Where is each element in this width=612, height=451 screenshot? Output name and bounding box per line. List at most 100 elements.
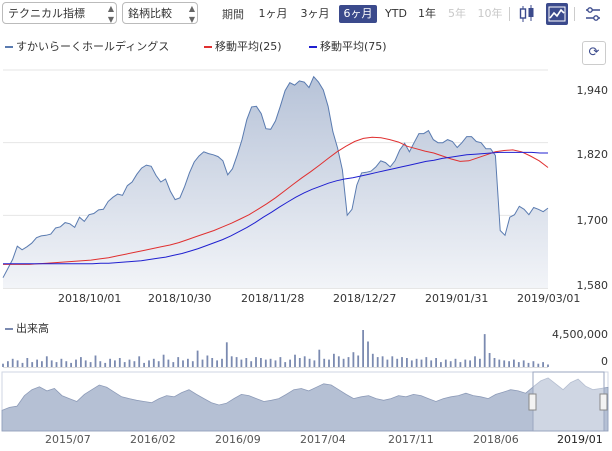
volume-bar [415,358,418,367]
volume-bar [75,359,77,367]
volume-bar [260,358,262,367]
period-ytd-button[interactable]: YTD [385,7,407,20]
volume-bar [498,359,501,367]
volume-legend: 出来高 [5,320,49,336]
navigator-selection [532,371,605,432]
volume-bar [328,359,330,367]
volume-bar [342,358,345,367]
volume-bar [36,359,38,367]
chevron-updown-icon: ▲ ▼ [188,4,195,24]
volume-bar [21,362,24,367]
volume-bar [357,355,360,367]
volume-bar [128,359,131,367]
volume-bar [396,358,399,367]
volume-bar [493,358,496,367]
volume-bar [162,354,165,367]
x-tick-label: 2018/10/30 [148,292,212,305]
volume-bar [172,362,175,367]
navigator-tick-label: 2015/07 [45,433,91,446]
legend-price-label: すかいらーくホールディングス [16,40,170,53]
price-line [2,75,549,278]
volume-bar [420,359,423,367]
volume-bar [31,362,34,367]
volume-bar [542,362,544,367]
volume-bar [109,358,111,367]
x-tick-label: 2019/01/31 [425,292,489,305]
period-1y-button[interactable]: 1年 [418,7,436,20]
volume-bar [196,350,199,367]
legend-price: すかいらーくホールディングス [5,38,169,54]
period-3m-button[interactable]: 3ヶ月 [300,7,330,20]
navigator-tick-label: 2016/02 [130,433,176,446]
volume-bar [391,356,394,367]
volume-bar [444,359,447,367]
volume-bar [216,360,218,367]
volume-bar [191,361,194,367]
volume-bar [347,357,350,367]
volume-bar [80,357,82,367]
navigator-tick-label: 2017/04 [300,433,346,446]
volume-bar [65,361,68,367]
settings-icon[interactable] [582,3,604,25]
toolbar: テクニカル指標 ▲ ▼ 銘柄比較 ▲ ▼ 期間 1ヶ月 3ヶ月 6ヶ月 YTD 1年… [0,0,612,28]
volume-bar [522,360,525,367]
compare-stock-label: 銘柄比較 [128,7,172,20]
volume-bar [157,361,160,367]
volume-bar [230,356,233,367]
volume-bar [479,358,481,367]
period-10y-button[interactable]: 10年 [477,7,503,20]
legend-price-swatch [5,46,13,48]
volume-bar [435,358,437,367]
volume-bar [503,360,506,367]
technical-indicator-label: テクニカル指標 [8,7,85,20]
x-tick-label: 2019/03/01 [517,292,581,305]
volume-bar [201,359,204,367]
volume-bar [274,360,277,367]
volume-bar [167,359,170,367]
volume-bar [294,354,296,367]
compare-stock-select[interactable]: 銘柄比較 ▲ ▼ [122,2,198,24]
period-1m-button[interactable]: 1ヶ月 [258,7,288,20]
price-area [3,76,548,288]
volume-bar [45,356,48,367]
volume-bar [245,358,248,367]
volume-bar [50,360,53,367]
volume-bar [221,358,223,367]
line-chart-icon[interactable] [546,3,568,25]
navigator-tick-label: 2019/01 [557,433,603,446]
volume-bar [513,359,515,367]
candlestick-icon[interactable] [516,3,538,25]
volume-bar [527,362,530,367]
volume-bar [104,362,107,367]
period-5y-button[interactable]: 5年 [448,7,466,20]
volume-bar [211,358,214,367]
volume-bar [532,361,535,367]
volume-bar [425,357,428,367]
volume-bar [303,356,306,367]
volume-bar [11,358,14,367]
technical-indicator-select[interactable]: テクニカル指標 ▲ ▼ [2,2,117,24]
navigator-tick-label: 2018/06 [473,433,519,446]
refresh-button[interactable]: ⟳ [582,41,606,65]
volume-bar [118,358,121,367]
volume-bar [313,360,316,367]
volume-bar [177,357,180,367]
volume-bar [337,356,340,367]
period-label: 期間 [222,8,244,21]
volume-bar [269,358,272,367]
volume-bar [367,341,369,367]
volume-bar [89,362,92,367]
volume-bar [235,357,238,367]
volume-bar [16,360,19,367]
volume-bar [133,361,136,367]
volume-bar [410,360,413,367]
volume-bar [206,355,209,367]
volume-bar [430,360,433,367]
period-6m-button[interactable]: 6ヶ月 [339,5,377,23]
volume-bar [547,364,549,367]
volume-bar [401,357,403,367]
volume-bar [318,349,321,367]
volume-bar [469,360,471,367]
volume-bar [123,362,126,367]
